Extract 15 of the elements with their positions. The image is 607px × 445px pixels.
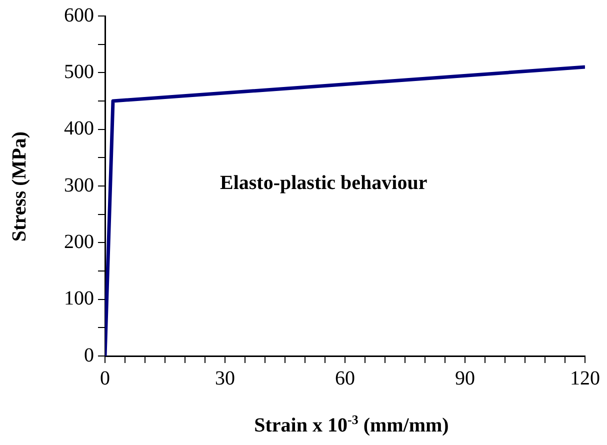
x-axis-title: Strain x 10$^{-3}$ (mm/mm) — [253, 412, 450, 438]
annotation: Elasto-plastic behaviour — [220, 172, 428, 195]
x-tick-label: 30 — [215, 367, 235, 390]
x-tick-label: 60 — [335, 367, 355, 390]
y-tick-label: 300 — [64, 174, 94, 196]
y-tick-label: 400 — [64, 118, 94, 140]
y-tick-label: 600 — [64, 4, 94, 26]
y-tick-label: 100 — [64, 288, 94, 310]
x-tick-label: 0 — [100, 367, 110, 390]
y-tick-label: 200 — [64, 230, 94, 253]
y-tick-label: 0 — [84, 344, 94, 366]
y-tick-label: 500 — [64, 60, 94, 83]
x-tick-label: 120 — [570, 367, 600, 390]
y-axis-title: Stress (MPa) — [8, 130, 32, 244]
x-tick-label: 90 — [455, 367, 475, 390]
